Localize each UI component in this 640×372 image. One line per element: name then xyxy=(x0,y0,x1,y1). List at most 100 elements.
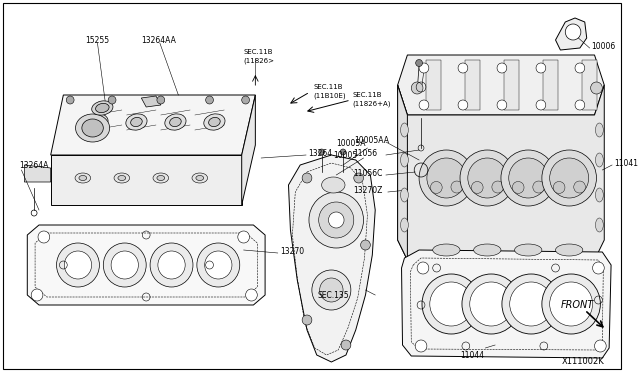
Polygon shape xyxy=(51,95,255,155)
Circle shape xyxy=(319,149,324,155)
Circle shape xyxy=(341,340,351,350)
Circle shape xyxy=(497,63,507,73)
Circle shape xyxy=(340,149,346,155)
Circle shape xyxy=(246,289,257,301)
Circle shape xyxy=(56,243,99,287)
Circle shape xyxy=(451,181,463,193)
Circle shape xyxy=(31,289,43,301)
Circle shape xyxy=(150,243,193,287)
Circle shape xyxy=(536,63,546,73)
Polygon shape xyxy=(465,60,481,110)
Circle shape xyxy=(197,243,240,287)
Polygon shape xyxy=(401,250,611,358)
Polygon shape xyxy=(141,96,161,107)
Ellipse shape xyxy=(556,244,583,256)
Circle shape xyxy=(205,96,213,104)
Ellipse shape xyxy=(474,244,501,256)
Text: 11041: 11041 xyxy=(614,158,638,167)
Circle shape xyxy=(460,150,515,206)
Polygon shape xyxy=(397,85,408,260)
Ellipse shape xyxy=(157,176,164,180)
Circle shape xyxy=(470,282,513,326)
Ellipse shape xyxy=(401,153,408,167)
Circle shape xyxy=(427,158,466,198)
Circle shape xyxy=(595,340,606,352)
Text: 10005A: 10005A xyxy=(336,138,365,148)
Polygon shape xyxy=(28,225,265,305)
Ellipse shape xyxy=(595,153,604,167)
Polygon shape xyxy=(543,60,559,110)
Circle shape xyxy=(509,282,552,326)
Text: 15255: 15255 xyxy=(85,35,109,45)
Ellipse shape xyxy=(204,114,225,130)
Text: 11044: 11044 xyxy=(460,350,484,359)
Polygon shape xyxy=(426,60,442,110)
Circle shape xyxy=(415,340,427,352)
Circle shape xyxy=(497,100,507,110)
Circle shape xyxy=(419,63,429,73)
Circle shape xyxy=(472,182,483,193)
Ellipse shape xyxy=(92,118,103,126)
Circle shape xyxy=(513,182,524,193)
Ellipse shape xyxy=(118,176,125,180)
Ellipse shape xyxy=(87,114,108,130)
Circle shape xyxy=(458,100,468,110)
Text: SEC.11B: SEC.11B xyxy=(244,49,273,55)
Ellipse shape xyxy=(76,114,109,142)
Circle shape xyxy=(417,262,429,274)
Ellipse shape xyxy=(401,218,408,232)
Circle shape xyxy=(502,274,561,334)
Text: 10005AA: 10005AA xyxy=(354,135,388,144)
Ellipse shape xyxy=(595,123,604,137)
Circle shape xyxy=(574,181,586,193)
Circle shape xyxy=(468,158,507,198)
Circle shape xyxy=(309,192,364,248)
Circle shape xyxy=(328,212,344,228)
Circle shape xyxy=(430,282,473,326)
Ellipse shape xyxy=(401,123,408,137)
Ellipse shape xyxy=(75,173,91,183)
Ellipse shape xyxy=(95,103,109,113)
Polygon shape xyxy=(397,85,604,260)
Ellipse shape xyxy=(595,188,604,202)
Ellipse shape xyxy=(165,114,186,130)
Circle shape xyxy=(553,182,565,193)
Circle shape xyxy=(360,240,371,250)
Circle shape xyxy=(302,173,312,183)
Circle shape xyxy=(158,251,185,279)
Circle shape xyxy=(593,262,604,274)
Polygon shape xyxy=(242,95,255,205)
Circle shape xyxy=(575,100,585,110)
Text: (11826+A): (11826+A) xyxy=(353,101,391,107)
Circle shape xyxy=(312,270,351,310)
Circle shape xyxy=(536,100,546,110)
Text: SEC.11B: SEC.11B xyxy=(314,84,343,90)
Ellipse shape xyxy=(192,173,207,183)
Circle shape xyxy=(319,202,354,238)
Ellipse shape xyxy=(131,118,142,126)
Text: 10006: 10006 xyxy=(591,42,616,51)
Ellipse shape xyxy=(209,118,220,126)
Circle shape xyxy=(419,150,474,206)
Ellipse shape xyxy=(114,173,130,183)
Circle shape xyxy=(575,63,585,73)
Ellipse shape xyxy=(322,177,345,193)
Circle shape xyxy=(302,315,312,325)
Text: SEC.135: SEC.135 xyxy=(317,291,349,299)
Circle shape xyxy=(103,243,146,287)
Circle shape xyxy=(38,231,50,243)
Circle shape xyxy=(542,150,596,206)
Ellipse shape xyxy=(170,118,181,126)
Text: (11826>: (11826> xyxy=(244,58,275,64)
Ellipse shape xyxy=(595,218,604,232)
Text: (11B10E): (11B10E) xyxy=(314,93,346,99)
Text: 11056C: 11056C xyxy=(353,169,382,177)
Polygon shape xyxy=(504,60,520,110)
Polygon shape xyxy=(24,165,51,182)
Circle shape xyxy=(419,100,429,110)
Text: FRONT: FRONT xyxy=(561,300,594,310)
Ellipse shape xyxy=(126,114,147,130)
Text: 13264AA: 13264AA xyxy=(141,35,176,45)
Text: SEC.11B: SEC.11B xyxy=(353,92,382,98)
Circle shape xyxy=(550,158,589,198)
